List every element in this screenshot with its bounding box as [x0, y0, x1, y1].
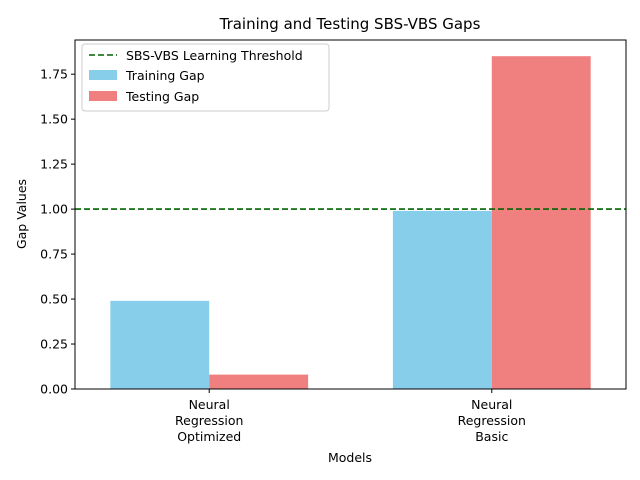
legend: SBS-VBS Learning Threshold Training Gap Te… [81, 43, 330, 112]
legend-label: Testing Gap [125, 89, 199, 104]
legend-label: Training Gap [125, 68, 205, 83]
legend-box [81, 43, 330, 112]
chart-title: Training and Testing SBS-VBS Gaps [219, 15, 481, 33]
x-tick-label-line: Basic [475, 429, 508, 444]
y-tick-label: 1.75 [40, 67, 68, 82]
legend-threshold-label: SBS-VBS Learning Threshold [126, 48, 303, 63]
y-tick-label: 1.25 [40, 157, 68, 172]
y-tick-label: 0.50 [40, 292, 68, 307]
bar [209, 374, 309, 389]
y-axis-label: Gap Values [14, 179, 29, 249]
y-axis: 0.00 0.25 0.50 0.75 1.00 1.25 1.50 1.75 [40, 67, 75, 397]
x-tick-label: Neural Regression Basic [458, 397, 526, 444]
y-tick-label: 1.50 [40, 112, 68, 127]
x-tick-label-line: Regression [458, 413, 526, 428]
y-tick-label: 0.25 [40, 337, 68, 352]
x-tick-label-line: Regression [175, 413, 243, 428]
y-tick-label: 0.00 [40, 382, 68, 397]
bar [491, 56, 591, 389]
bars-group [110, 56, 591, 389]
bar [392, 210, 492, 389]
y-tick-label: 1.00 [40, 202, 68, 217]
plot-frame [74, 39, 627, 390]
x-tick-label: Neural Regression Optimized [175, 397, 243, 444]
x-tick-label-line: Neural [189, 397, 230, 412]
bar [110, 300, 210, 389]
x-tick-label-line: Optimized [177, 429, 241, 444]
x-axis-label: Models [328, 450, 372, 465]
y-tick-label: 0.75 [40, 247, 68, 262]
legend-swatch [89, 91, 117, 101]
legend-swatch [89, 70, 117, 80]
x-tick-label-line: Neural [471, 397, 512, 412]
